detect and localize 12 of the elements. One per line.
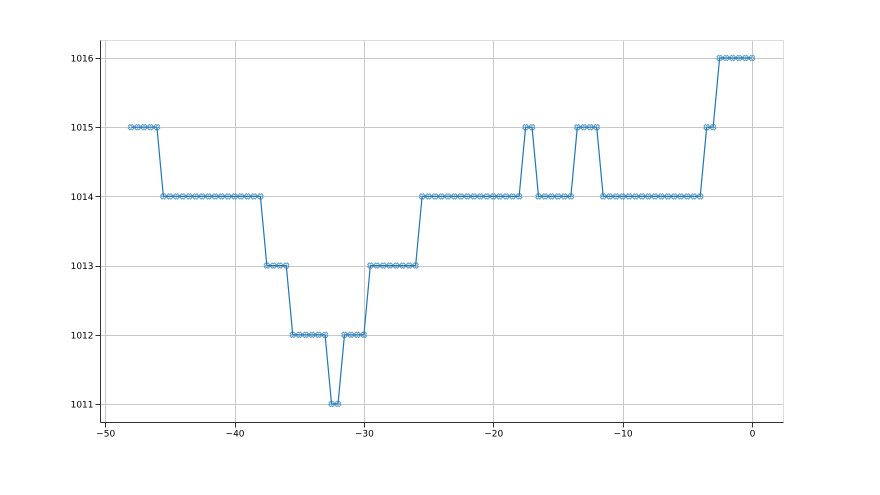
y-tick-label: 1014 xyxy=(70,192,94,203)
y-tick-label: 1016 xyxy=(70,54,94,64)
y-tick-label: 1012 xyxy=(70,331,94,342)
x-tick-label: −10 xyxy=(614,430,633,440)
y-tick-label: 1011 xyxy=(70,400,94,411)
y-tick-label: 1013 xyxy=(70,262,94,272)
x-tick-label: −50 xyxy=(96,430,116,440)
x-tick-label: −30 xyxy=(354,430,374,440)
x-tick-label: 0 xyxy=(750,430,756,440)
x-tick-label: −20 xyxy=(484,430,504,440)
y-tick-label: 1015 xyxy=(70,124,94,134)
x-tick-label: −40 xyxy=(226,430,245,440)
